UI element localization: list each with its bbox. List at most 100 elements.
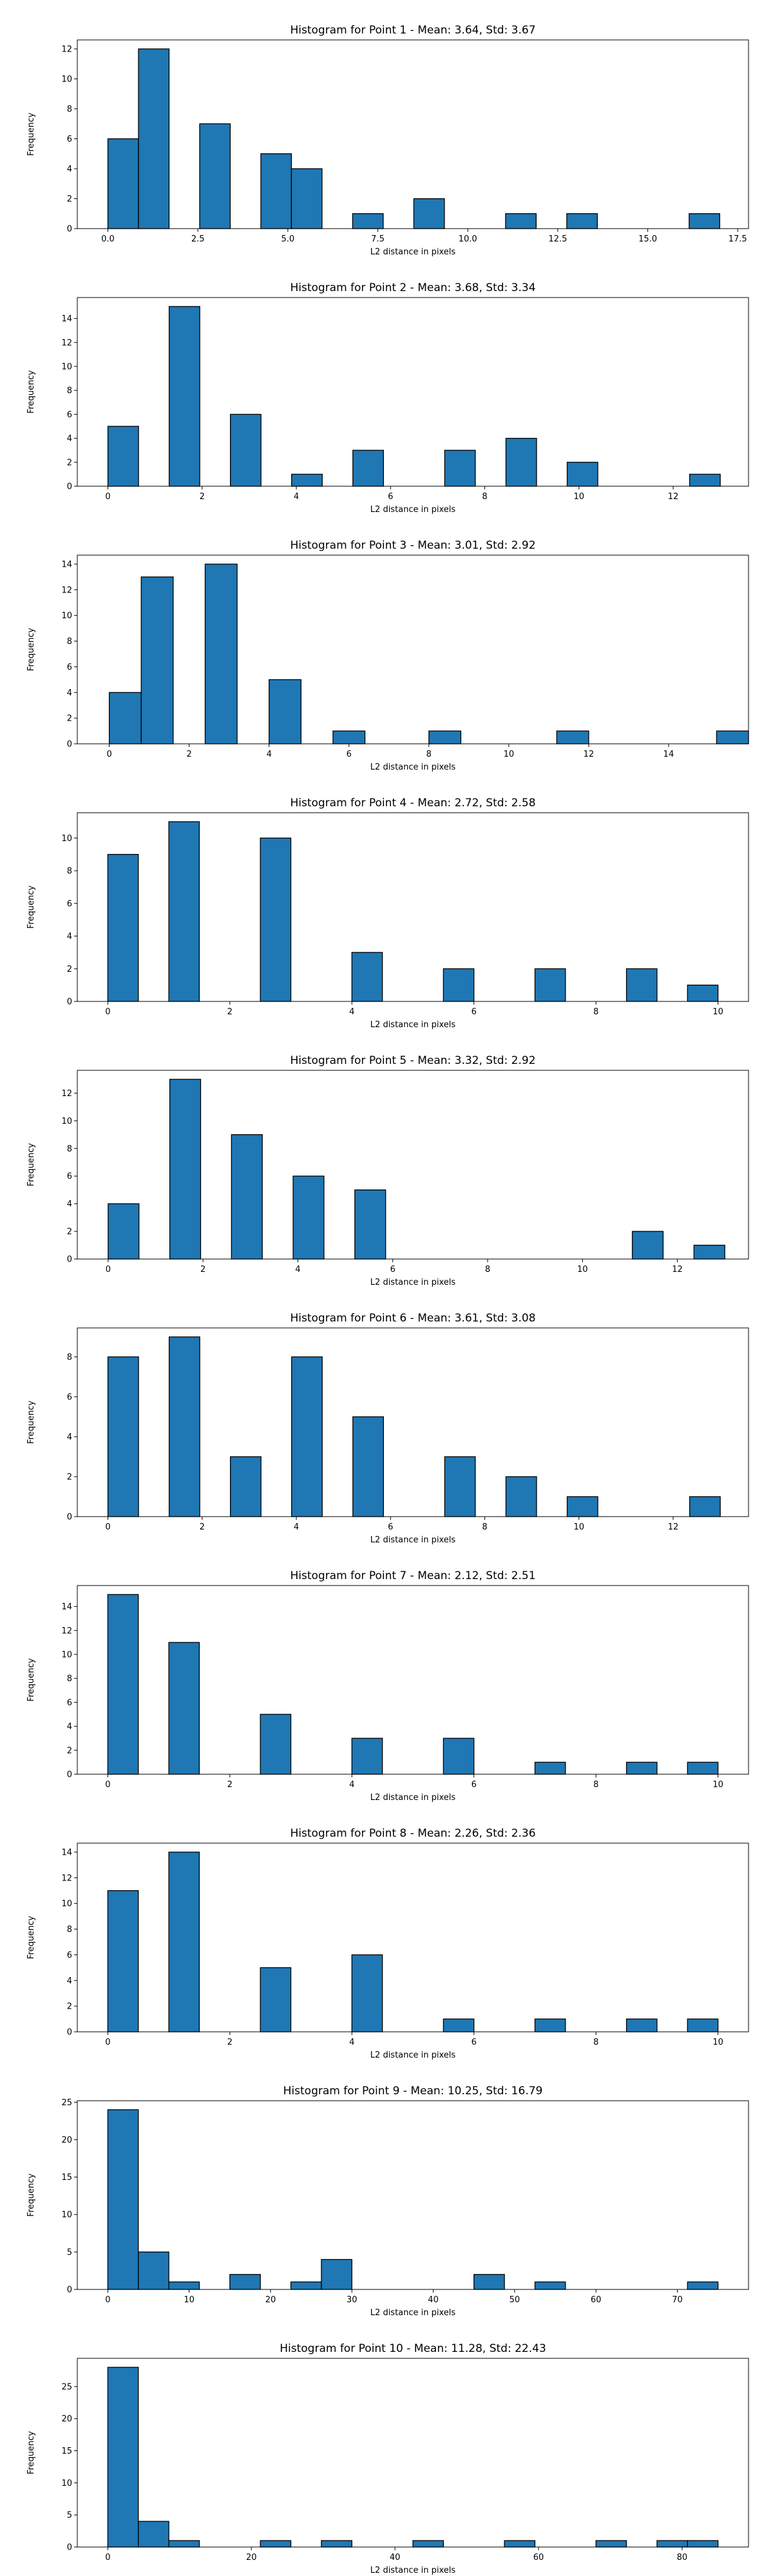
y-tick-label-8-7: 12	[61, 1873, 72, 1883]
histogram-bar-3-1	[108, 692, 142, 744]
x-tick-label-4-2: 2	[227, 1007, 233, 1017]
x-tick-label-6-3: 4	[294, 1522, 299, 1532]
x-tick-label-6-2: 2	[200, 1522, 205, 1532]
histogram-bar-3-3	[204, 564, 238, 744]
histogram-bar-5-3	[231, 1134, 263, 1260]
histogram-bar-5-2	[169, 1079, 202, 1260]
x-tick-label-9-1: 0	[105, 2295, 110, 2305]
chart-title-4: Histogram for Point 4 - Mean: 2.72, Std:…	[290, 797, 535, 810]
y-tick-label-2-8: 14	[61, 314, 72, 324]
x-tick-label-6-7: 12	[668, 1522, 679, 1532]
histogram-bar-2-6	[444, 450, 476, 487]
x-tick-label-10-3: 40	[390, 2553, 401, 2562]
x-tick-label-4-3: 4	[349, 1007, 354, 1017]
chart-title-2: Histogram for Point 2 - Mean: 3.68, Std:…	[290, 281, 535, 294]
chart-title-6: Histogram for Point 6 - Mean: 3.61, Std:…	[290, 1312, 535, 1325]
histogram-bar-4-5	[443, 968, 475, 1002]
histogram-bar-2-7	[505, 437, 537, 487]
y-tick-label-10-3: 10	[61, 2479, 72, 2488]
chart-title-9: Histogram for Point 9 - Mean: 10.25, Std…	[283, 2085, 543, 2098]
histogram-bar-1-6	[352, 213, 384, 229]
histogram-bar-1-4	[260, 153, 292, 229]
y-tick-label-2-1: 0	[67, 482, 72, 492]
x-tick-label-5-1: 0	[106, 1265, 111, 1274]
x-tick-label-9-6: 50	[510, 2295, 520, 2305]
y-tick-label-5-3: 4	[67, 1200, 72, 1209]
histogram-bar-2-2	[168, 306, 200, 487]
x-tick-label-4-4: 6	[472, 1007, 477, 1017]
y-tick-label-9-2: 5	[67, 2248, 72, 2257]
y-tick-label-3-7: 12	[61, 585, 72, 595]
x-tick-label-10-4: 60	[533, 2553, 544, 2562]
y-tick-label-3-8: 14	[61, 560, 72, 569]
chart-title-10: Histogram for Point 10 - Mean: 11.28, St…	[280, 2342, 546, 2355]
x-tick-label-2-1: 0	[105, 492, 110, 502]
x-axis-label-5: L2 distance in pixels	[370, 1278, 456, 1287]
histogram-bar-6-2	[168, 1336, 200, 1517]
y-tick-label-1-1: 0	[67, 225, 72, 234]
y-tick-label-9-5: 20	[61, 2136, 72, 2145]
histogram-bar-4-2	[168, 821, 200, 1002]
x-tick-label-5-6: 10	[577, 1265, 588, 1274]
y-tick-label-8-4: 6	[67, 1951, 72, 1960]
y-tick-label-7-8: 14	[61, 1602, 72, 1612]
histogram-bar-8-4	[351, 1954, 383, 2032]
x-axis-label-2: L2 distance in pixels	[370, 505, 456, 515]
y-tick-label-7-5: 8	[67, 1674, 72, 1684]
x-tick-label-9-5: 40	[428, 2295, 439, 2305]
histogram-bar-10-7	[504, 2540, 536, 2548]
x-tick-label-4-5: 8	[593, 1007, 598, 1017]
y-axis-label-10: Frequency	[26, 2431, 36, 2474]
chart-title-3: Histogram for Point 3 - Mean: 3.01, Std:…	[290, 539, 535, 552]
y-tick-label-9-6: 25	[61, 2098, 72, 2108]
chart-6: 0 2 4 6 8 10 12 0 2 4 6 8 Histogram for Point 6 - Me…	[26, 1312, 749, 1545]
histogram-bar-7-6	[534, 1761, 566, 1775]
x-tick-label-7-3: 4	[349, 1780, 354, 1790]
y-tick-label-10-4: 15	[61, 2447, 72, 2456]
histogram-bar-4-7	[625, 968, 658, 1002]
histogram-bar-7-1	[107, 1594, 139, 1775]
histogram-bar-1-9	[566, 213, 598, 229]
histogram-bar-1-10	[689, 213, 720, 229]
x-tick-label-5-5: 8	[485, 1265, 490, 1274]
histogram-bar-3-2	[140, 576, 174, 744]
y-tick-label-6-1: 0	[67, 1513, 72, 1522]
histogram-bar-9-8	[534, 2281, 566, 2290]
x-tick-label-7-2: 2	[227, 1780, 233, 1790]
x-tick-label-8-4: 6	[472, 2038, 477, 2047]
y-tick-label-7-6: 10	[61, 1650, 72, 1660]
x-tick-label-7-6: 10	[712, 1780, 723, 1790]
histogram-bar-1-2	[138, 48, 170, 229]
y-axis-label-4: Frequency	[26, 886, 36, 929]
histogram-bar-7-4	[351, 1738, 383, 1775]
chart-4: 0 2 4 6 8 10 0 2 4 6 8 10 Histogram for Point 4 - Me…	[26, 797, 749, 1030]
x-tick-label-1-1: 0.0	[101, 234, 115, 244]
x-axis-label-9: L2 distance in pixels	[370, 2308, 456, 2318]
y-tick-label-10-5: 20	[61, 2414, 72, 2424]
histogram-bar-10-2	[138, 2521, 169, 2548]
x-axis-label-10: L2 distance in pixels	[370, 2566, 456, 2575]
chart-title-8: Histogram for Point 8 - Mean: 2.26, Std:…	[290, 1827, 535, 1840]
axes-frame-1	[77, 39, 749, 229]
y-tick-label-5-4: 6	[67, 1172, 72, 1182]
histogram-bar-7-8	[687, 1761, 719, 1775]
x-axis-label-4: L2 distance in pixels	[370, 1020, 456, 1030]
x-tick-label-1-5: 10.0	[459, 234, 477, 244]
x-tick-label-4-6: 10	[712, 1007, 723, 1017]
histogram-bar-9-4	[229, 2274, 261, 2290]
y-tick-label-4-1: 0	[67, 998, 72, 1007]
x-tick-label-2-5: 8	[482, 492, 487, 502]
histogram-bar-2-8	[566, 462, 598, 487]
x-tick-label-2-2: 2	[200, 492, 205, 502]
y-tick-label-10-1: 0	[67, 2543, 72, 2553]
histogram-bar-9-5	[290, 2281, 322, 2290]
histogram-bar-5-5	[354, 1189, 386, 1260]
chart-5: 0 2 4 6 8 10 12 0 2 4 6 8 10 12 Histogram for Point 5 …	[26, 1054, 749, 1287]
histogram-bar-1-1	[107, 138, 139, 229]
y-axis-label-8: Frequency	[26, 1916, 36, 1959]
histogram-bar-4-3	[260, 837, 292, 1002]
y-tick-label-4-3: 4	[67, 932, 72, 942]
y-tick-label-2-4: 6	[67, 410, 72, 420]
x-axis-label-8: L2 distance in pixels	[370, 2050, 456, 2060]
y-tick-label-9-3: 10	[61, 2210, 72, 2220]
